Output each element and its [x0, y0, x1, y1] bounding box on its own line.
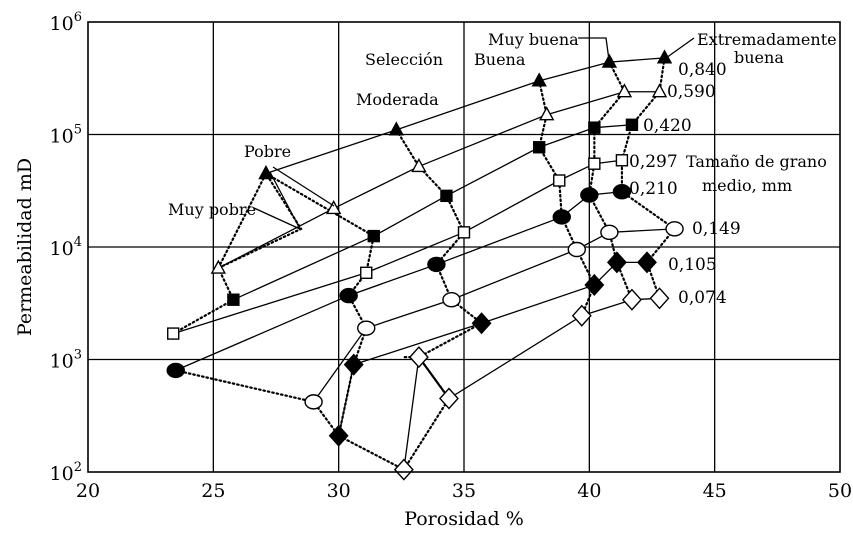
data-point-diamond-filled: [328, 424, 349, 447]
x-tick-label: 25: [201, 480, 225, 502]
data-point-diamond-filled: [584, 273, 605, 296]
data-point-circle-filled: [166, 362, 185, 379]
x-tick-label: 40: [577, 480, 601, 502]
annotation-seleccion: Selección: [365, 50, 443, 69]
leader-line: [272, 166, 335, 207]
y-tick-label: 104: [50, 235, 82, 260]
series-label: 0,149: [692, 219, 741, 239]
data-point-circle-filled: [580, 187, 599, 203]
data-point-triangle-open: [411, 157, 427, 173]
plot-frame: [87, 21, 841, 473]
series-label: 0,297: [629, 152, 678, 172]
data-point-square-open: [457, 226, 471, 239]
y-axis-label: Permeabilidad mD: [14, 158, 36, 336]
data-point-circle-open: [567, 241, 586, 258]
tick-labels: 20 25 30 35 40 45 50 102 103 104 105 106: [50, 10, 853, 502]
data-point-square-filled: [625, 118, 639, 131]
markers: [166, 49, 684, 481]
data-point-diamond-open: [571, 304, 592, 327]
data-point-diamond-open: [649, 287, 670, 310]
x-axis-label: Porosidad %: [404, 508, 524, 530]
data-point-triangle-open: [325, 200, 342, 215]
data-point-circle-open: [442, 292, 461, 308]
data-point-square-open: [588, 157, 601, 170]
x-tick-label: 50: [828, 480, 852, 502]
sorting-connector: [217, 171, 303, 270]
data-point-diamond-filled: [606, 251, 627, 274]
x-tick-label: 30: [327, 480, 351, 502]
grid: [88, 22, 840, 472]
data-point-triangle-open: [616, 83, 633, 98]
annotation-pobre: Pobre: [244, 142, 291, 161]
series-line: [313, 228, 675, 403]
data-point-circle-filled: [339, 287, 358, 304]
data-point-triangle-open: [539, 106, 555, 121]
x-tick-label: 20: [76, 480, 100, 502]
series-label: 0,210: [629, 179, 678, 199]
data-point-circle-filled: [552, 209, 571, 225]
data-point-circle-filled: [427, 256, 446, 273]
leader-line: [253, 207, 301, 230]
data-point-diamond-filled: [471, 312, 492, 335]
data-point-circle-filled: [612, 184, 632, 200]
data-point-circle-open: [665, 221, 684, 237]
data-point-triangle-filled: [258, 165, 274, 180]
annotation-extremadamente: Extremadamente: [697, 30, 837, 49]
data-point-triangle-filled: [601, 53, 618, 68]
leader-line: [578, 37, 610, 61]
data-point-square-open: [553, 174, 566, 187]
series-label: 0,105: [668, 255, 717, 275]
y-tick-label: 103: [50, 348, 82, 373]
series-label: 0,074: [678, 288, 727, 308]
series-line: [218, 91, 660, 269]
data-point-triangle-open: [210, 259, 227, 274]
data-point-diamond-filled: [343, 353, 364, 376]
annotation-muy-buena: Muy buena: [488, 30, 579, 49]
data-point-diamond-open: [393, 458, 414, 481]
data-point-square-filled: [367, 229, 380, 243]
data-point-triangle-open: [651, 83, 668, 98]
series-label: 0,590: [667, 82, 716, 102]
y-tick-label: 102: [50, 460, 82, 485]
data-point-diamond-open: [439, 387, 459, 410]
annotation-buena: Buena: [474, 50, 526, 69]
leader-line: [269, 171, 301, 230]
data-point-square-open: [167, 327, 180, 340]
y-tick-label: 105: [50, 123, 82, 148]
data-point-square-open: [615, 154, 629, 167]
data-point-circle-open: [304, 394, 323, 410]
data-point-diamond-open: [408, 346, 429, 369]
data-point-triangle-filled: [531, 72, 547, 87]
series-label: 0,840: [678, 60, 727, 80]
x-tick-label: 45: [703, 480, 727, 502]
data-point-square-filled: [533, 141, 546, 154]
leader-line: [665, 37, 695, 59]
y-tick-label: 106: [50, 10, 82, 35]
data-point-square-filled: [227, 293, 240, 306]
annotations: Selección Moderada Pobre Muy pobre BuenaMuy …: [168, 30, 837, 230]
data-point-circle-open: [600, 224, 619, 241]
x-tick-label: 35: [452, 480, 476, 502]
series-label: 0,420: [643, 116, 692, 136]
data-point-diamond-filled: [637, 251, 657, 274]
data-point-square-open: [360, 266, 373, 279]
annotation-moderada: Moderada: [356, 90, 439, 109]
data-point-circle-open: [357, 320, 376, 336]
data-point-diamond-open: [622, 288, 642, 311]
annotation-grain-size: Tamaño de grano: [686, 152, 827, 171]
data-point-triangle-filled: [388, 121, 404, 136]
data-point-square-filled: [440, 189, 453, 203]
annotation-extremadamente-buena: buena: [734, 48, 784, 67]
annotation-grain-size-unit: medio, mm: [702, 176, 792, 195]
series-line: [233, 124, 632, 301]
annotation-muy-pobre: Muy pobre: [168, 200, 256, 219]
data-point-square-filled: [588, 121, 601, 134]
